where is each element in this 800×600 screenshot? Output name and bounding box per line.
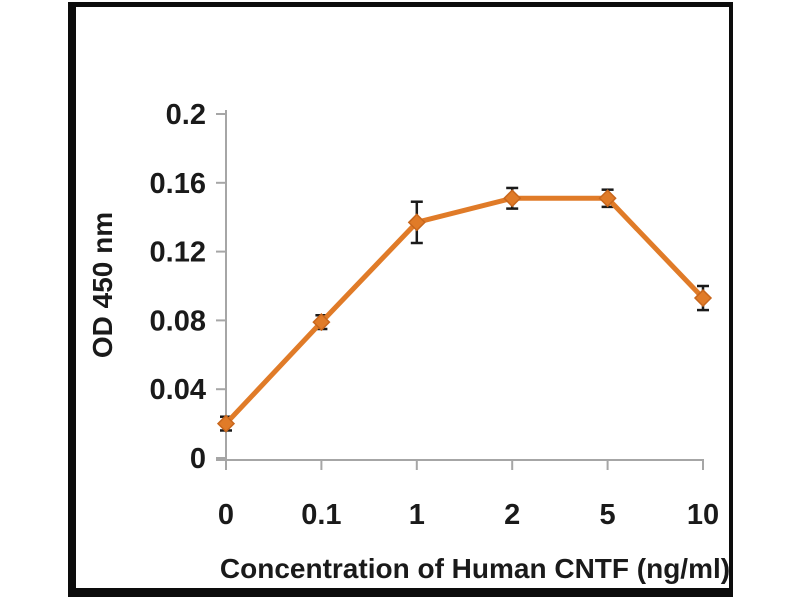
chart-frame (68, 2, 733, 597)
x-axis-title: Concentration of Human CNTF (ng/ml) (219, 553, 731, 584)
y-axis-title: OD 450 nm (87, 211, 118, 359)
